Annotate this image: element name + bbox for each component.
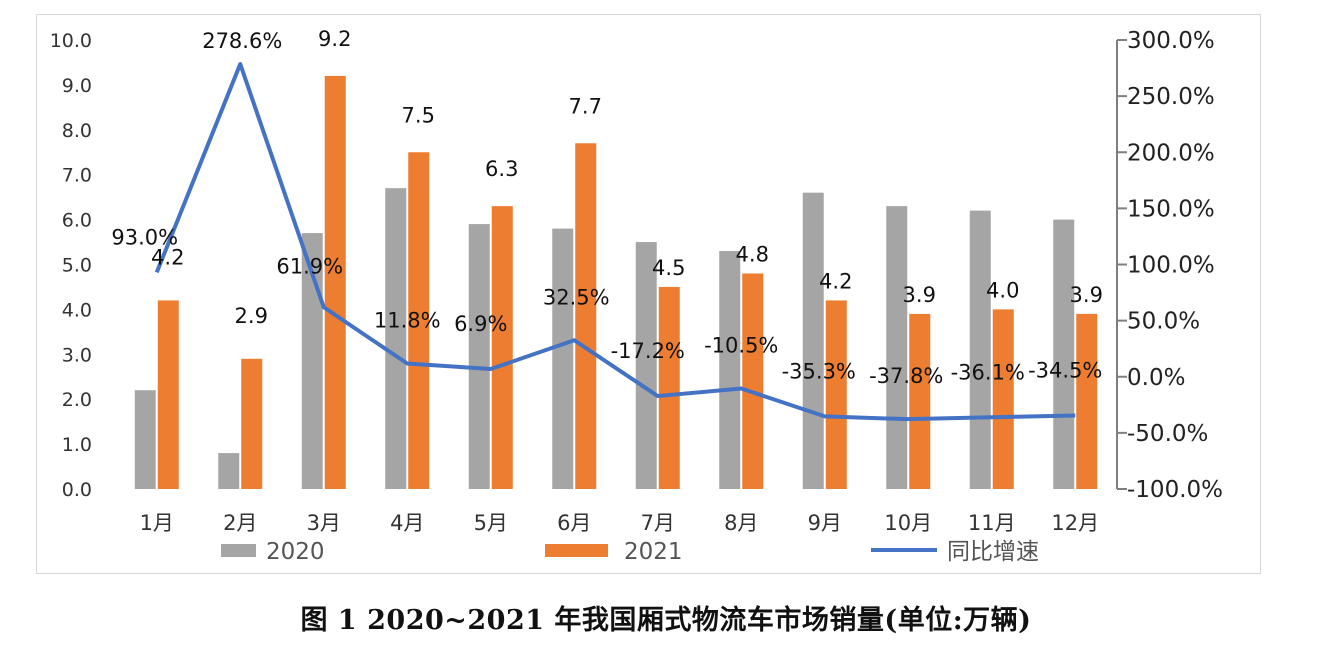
left-tick-label: 3.0 [62, 344, 92, 366]
legend: 2020 2021 同比增速 [221, 539, 1039, 565]
bar-2020 [635, 242, 657, 489]
bar-2021 [825, 300, 847, 489]
left-tick-label: 2.0 [62, 389, 92, 411]
bar-2021-value-label: 4.8 [736, 242, 769, 266]
category-label: 7月 [641, 511, 675, 535]
left-tick-label: 1.0 [62, 434, 92, 456]
right-tick-label: 100.0% [1127, 253, 1215, 279]
right-tick-label: 150.0% [1127, 196, 1215, 222]
category-label: 10月 [884, 511, 932, 535]
left-tick-label: 5.0 [62, 255, 92, 277]
growth-value-label: -35.3% [782, 359, 856, 383]
legend-label-2021: 2021 [624, 539, 683, 565]
growth-value-label: 32.5% [543, 285, 610, 309]
bar-series-group [134, 75, 1098, 490]
bar-2021-value-label: 4.5 [652, 256, 685, 280]
bar-2021-value-label: 4.2 [819, 269, 852, 293]
right-tick-label: 200.0% [1127, 140, 1215, 166]
growth-value-label: -10.5% [704, 334, 778, 358]
left-axis: 0.0 1.0 2.0 3.0 4.0 5.0 6.0 7.0 8.0 9.0 10.0 [50, 30, 92, 501]
bar-2021 [575, 143, 597, 489]
bar-2021-value-label: 3.9 [903, 283, 936, 307]
bar-2021-value-label: 9.2 [318, 27, 351, 51]
bar-2020 [802, 192, 824, 489]
line-series-group [154, 62, 1076, 422]
figure-caption: 图 1 2020~2021 年我国厢式物流车市场销量(单位:万辆) [300, 605, 1032, 636]
growth-value-label: -37.8% [869, 364, 943, 388]
category-label: 4月 [390, 511, 424, 535]
legend-swatch-2020 [221, 544, 256, 557]
bar-2021 [1076, 313, 1098, 489]
left-tick-label: 7.0 [62, 165, 92, 187]
category-label: 12月 [1051, 511, 1099, 535]
left-tick-label: 8.0 [62, 120, 92, 142]
growth-value-label: 93.0% [111, 225, 178, 249]
bar-2021-value-label: 7.7 [569, 94, 602, 118]
bar-2021 [909, 313, 931, 489]
bar-2021 [324, 75, 346, 490]
growth-line [154, 62, 1076, 422]
left-tick-label: 0.0 [62, 479, 92, 501]
left-tick-label: 4.0 [62, 299, 92, 321]
bar-2021 [241, 358, 263, 489]
bar-2021 [992, 309, 1014, 489]
bar-2021 [742, 273, 764, 489]
bar-2021-value-label: 3.9 [1070, 283, 1103, 307]
left-tick-label: 9.0 [62, 75, 92, 97]
right-tick-label: 0.0% [1127, 365, 1185, 391]
right-tick-label: 300.0% [1127, 28, 1215, 54]
category-label: 11月 [968, 511, 1016, 535]
bar-2020 [969, 210, 991, 489]
right-axis: -100.0% -50.0% 0.0% 50.0% 100.0% 150.0% 200.0%… [1116, 28, 1223, 503]
growth-value-label: 6.9% [454, 312, 507, 336]
bar-2021-value-label: 7.5 [402, 103, 435, 127]
category-label: 8月 [724, 511, 758, 535]
bar-2021-value-label: 6.3 [485, 157, 518, 181]
bar-2020 [385, 188, 407, 490]
bar-2021 [658, 286, 680, 489]
category-axis: 1月 2月 3月 4月 5月 6月 7月 8月 9月 10月 11月 12月 [140, 511, 1100, 535]
combo-chart: 0.0 1.0 2.0 3.0 4.0 5.0 6.0 7.0 8.0 9.0 10.0 -100.… [50, 27, 1223, 565]
bar-2021 [157, 300, 179, 489]
legend-label-growth: 同比增速 [947, 539, 1039, 565]
growth-value-label: -34.5% [1028, 358, 1102, 382]
growth-value-label: -17.2% [611, 339, 685, 363]
left-tick-label: 6.0 [62, 210, 92, 232]
growth-value-label: 278.6% [202, 29, 282, 53]
left-tick-label: 10.0 [50, 30, 92, 52]
bar-2021-value-label: 4.2 [151, 245, 184, 269]
right-tick-label: 50.0% [1127, 309, 1200, 335]
legend-label-2020: 2020 [266, 539, 325, 565]
data-labels-group: 4.2 2.9 9.2 7.5 6.3 7.7 4.5 4.8 4.2 3.9 4.0 3.9 93.0… [111, 27, 1103, 388]
bar-2020 [886, 206, 908, 489]
bar-2020 [552, 228, 574, 489]
category-label: 6月 [557, 511, 591, 535]
category-label: 3月 [307, 511, 341, 535]
bar-2020 [218, 453, 240, 489]
bar-2021 [408, 152, 430, 489]
bar-2020 [301, 233, 323, 489]
growth-value-label: 11.8% [374, 309, 441, 333]
bar-2020 [1053, 219, 1075, 489]
right-tick-label: -100.0% [1127, 477, 1223, 503]
growth-value-label: -36.1% [951, 360, 1025, 384]
growth-value-label: 61.9% [276, 254, 343, 278]
bar-2020 [468, 224, 490, 489]
bar-2020 [134, 390, 156, 489]
category-label: 2月 [223, 511, 257, 535]
category-label: 1月 [140, 511, 174, 535]
bar-2021-value-label: 4.0 [986, 278, 1019, 302]
legend-swatch-2021 [545, 544, 608, 557]
bar-2021 [491, 206, 513, 489]
category-label: 9月 [808, 511, 842, 535]
bar-2020 [719, 251, 741, 489]
bar-2021-value-label: 2.9 [235, 304, 268, 328]
category-label: 5月 [474, 511, 508, 535]
right-tick-label: 250.0% [1127, 84, 1215, 110]
right-tick-label: -50.0% [1127, 421, 1208, 447]
